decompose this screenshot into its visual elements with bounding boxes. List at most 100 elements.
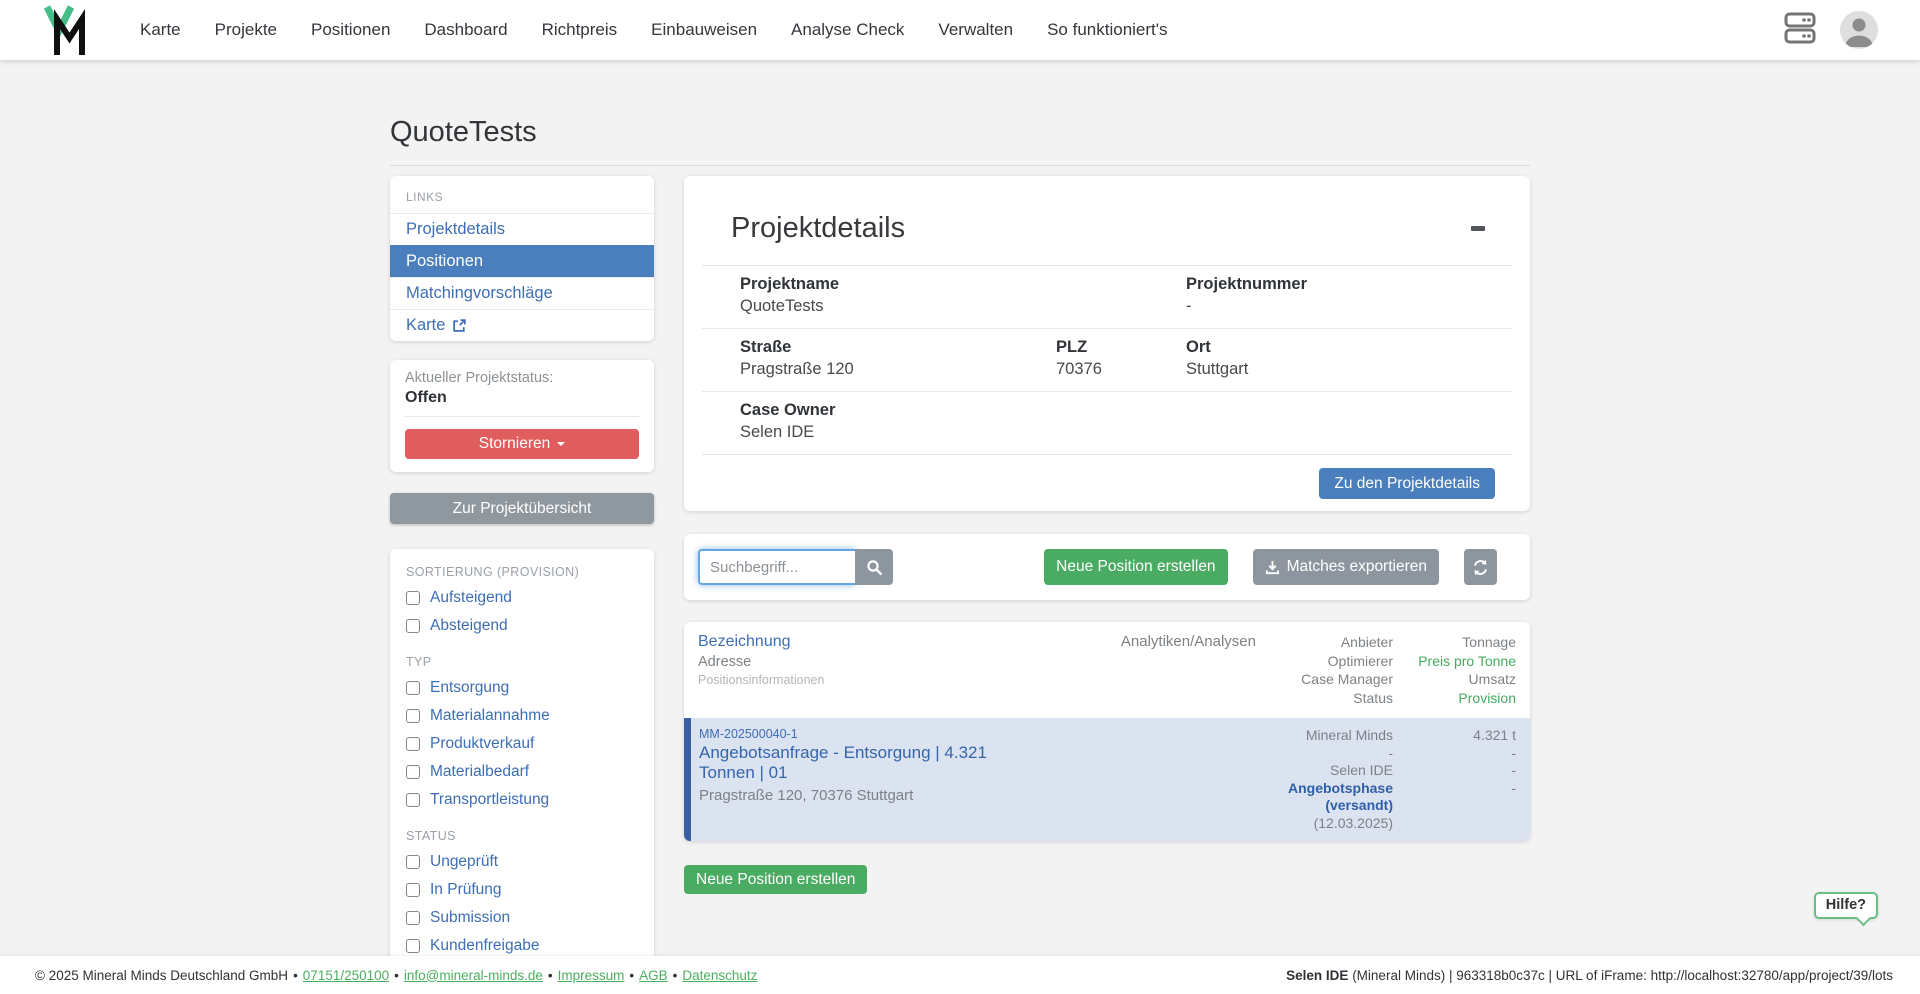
- checkbox-icon[interactable]: [406, 737, 420, 751]
- neue-position-erstellen-bottom-button[interactable]: Neue Position erstellen: [684, 865, 868, 894]
- field-ort: Ort Stuttgart: [1186, 338, 1512, 379]
- filter-label: Produktverkauf: [430, 735, 535, 752]
- filter-label: Ungeprüft: [430, 853, 499, 870]
- nav-item-richtpreis[interactable]: Richtpreis: [541, 20, 618, 39]
- nav-item-analyse-check[interactable]: Analyse Check: [791, 20, 905, 39]
- agb-link[interactable]: AGB: [639, 967, 668, 983]
- refresh-button[interactable]: [1464, 549, 1497, 585]
- minus-icon[interactable]: [1471, 226, 1485, 231]
- projektdetails-title: Projektdetails: [731, 212, 906, 244]
- status-section-label: STATUS: [406, 829, 456, 843]
- session-user: Selen IDE: [1286, 967, 1349, 983]
- filter-entsorgung[interactable]: Entsorgung: [406, 679, 638, 697]
- main-nav: Karte Projekte Positionen Dashboard Rich…: [140, 20, 1168, 40]
- checkbox-icon[interactable]: [406, 765, 420, 779]
- checkbox-icon[interactable]: [406, 591, 420, 605]
- sidebar-item-projektdetails[interactable]: Projektdetails: [390, 213, 654, 245]
- nav-item-verwalten[interactable]: Verwalten: [938, 20, 1014, 39]
- server-stack-icon[interactable]: [1784, 10, 1816, 51]
- filter-absteigend[interactable]: Absteigend: [406, 617, 638, 635]
- projektdetails-card: Projektdetails Projektname QuoteTests Pr…: [684, 176, 1530, 511]
- matches-exportieren-button[interactable]: Matches exportieren: [1252, 549, 1439, 585]
- header-provision: Provision: [1458, 689, 1516, 706]
- positions-table-card: Bezeichnung Adresse Positionsinformation…: [684, 622, 1530, 841]
- search-button[interactable]: [855, 549, 893, 585]
- filter-label: Entsorgung: [430, 679, 510, 696]
- filter-aufsteigend[interactable]: Aufsteigend: [406, 589, 638, 607]
- row-anbieter: Mineral Minds: [1305, 727, 1393, 743]
- neue-position-erstellen-button[interactable]: Neue Position erstellen: [1044, 549, 1228, 585]
- checkbox-icon[interactable]: [406, 911, 420, 925]
- search-input[interactable]: [698, 549, 855, 585]
- row-col-bezeichnung: MM-202500040-1 Angebotsanfrage - Entsorg…: [699, 727, 1016, 832]
- position-title-link[interactable]: Angebotsanfrage - Entsorgung | 4.321 Ton…: [699, 743, 987, 782]
- toolbar-card: Neue Position erstellen Matches exportie…: [684, 534, 1530, 600]
- field-strasse: Straße Pragstraße 120: [740, 338, 1056, 379]
- field-projektname: Projektname QuoteTests: [740, 275, 1186, 316]
- nav-item-projekte[interactable]: Projekte: [214, 20, 278, 39]
- filter-label: Materialannahme: [430, 707, 550, 724]
- row-preis-pro-tonne: -: [1511, 744, 1516, 761]
- row-status: Angebotsphase: [1287, 779, 1393, 796]
- header-umsatz: Umsatz: [1468, 671, 1516, 687]
- hilfe-button[interactable]: Hilfe?: [1813, 892, 1878, 919]
- nav-item-dashboard[interactable]: Dashboard: [424, 20, 508, 39]
- project-status-label: Aktueller Projektstatus:: [405, 370, 554, 386]
- filter-produktverkauf[interactable]: Produktverkauf: [406, 735, 638, 753]
- field-value: Pragstraße 120: [740, 360, 854, 378]
- row-col-parties: Mineral Minds - Selen IDE Angebotsphase …: [1256, 727, 1393, 832]
- field-label: Ort: [1186, 338, 1211, 356]
- filter-label: Materialbedarf: [430, 763, 530, 780]
- impressum-link[interactable]: Impressum: [557, 967, 625, 983]
- sidebar-item-karte[interactable]: Karte: [390, 309, 654, 341]
- phone-link[interactable]: 07151/250100: [302, 967, 390, 983]
- table-row[interactable]: MM-202500040-1 Angebotsanfrage - Entsorg…: [684, 718, 1530, 841]
- header-col-analytiken: Analytiken/Analysen: [1016, 633, 1256, 707]
- zur-projektuebersicht-button[interactable]: Zur Projektübersicht: [390, 493, 654, 524]
- magnifier-icon: [866, 559, 883, 576]
- header-bezeichnung[interactable]: Bezeichnung: [698, 633, 791, 650]
- email-link[interactable]: info@mineral-minds.de: [403, 967, 543, 983]
- sidebar-item-label: Projektdetails: [406, 220, 506, 238]
- filter-submission[interactable]: Submission: [406, 909, 638, 927]
- filter-materialbedarf[interactable]: Materialbedarf: [406, 763, 638, 781]
- row-case-manager: Selen IDE: [1329, 762, 1393, 778]
- nav-item-karte[interactable]: Karte: [140, 20, 181, 39]
- stornieren-button[interactable]: Stornieren: [405, 429, 639, 459]
- header-positionsinformationen: Positionsinformationen: [698, 673, 825, 687]
- checkbox-icon[interactable]: [406, 939, 420, 953]
- nav-item-so-funktionierts[interactable]: So funktioniert's: [1047, 20, 1168, 39]
- field-value: 70376: [1056, 360, 1102, 378]
- checkbox-icon[interactable]: [406, 855, 420, 869]
- row-status-detail: (versandt): [1325, 797, 1393, 813]
- refresh-icon: [1472, 559, 1489, 576]
- nav-item-einbauweisen[interactable]: Einbauweisen: [651, 20, 758, 39]
- mineral-minds-logo-icon[interactable]: [44, 5, 90, 55]
- avatar-icon[interactable]: [1840, 11, 1878, 49]
- filter-materialannahme[interactable]: Materialannahme: [406, 707, 638, 725]
- matches-exportieren-label: Matches exportieren: [1286, 558, 1427, 575]
- filter-in-pruefung[interactable]: In Prüfung: [406, 881, 638, 899]
- checkbox-icon[interactable]: [406, 883, 420, 897]
- checkbox-icon[interactable]: [406, 619, 420, 633]
- filter-ungeprueft[interactable]: Ungeprüft: [406, 853, 638, 871]
- sidebar-item-positionen[interactable]: Positionen: [390, 245, 654, 277]
- datenschutz-link[interactable]: Datenschutz: [682, 967, 758, 983]
- sidebar: LINKS Projektdetails Positionen Matching…: [390, 176, 654, 956]
- checkbox-icon[interactable]: [406, 793, 420, 807]
- filter-kundenfreigabe[interactable]: Kundenfreigabe: [406, 937, 638, 955]
- footer-left: © 2025 Mineral Minds Deutschland GmbH • …: [35, 968, 757, 983]
- zu-den-projektdetails-button[interactable]: Zu den Projektdetails: [1319, 468, 1495, 499]
- sidebar-item-label: Karte: [406, 316, 446, 334]
- nav-item-positionen[interactable]: Positionen: [311, 20, 391, 39]
- sidebar-item-matchingvorschlaege[interactable]: Matchingvorschläge: [390, 277, 654, 309]
- links-card: LINKS Projektdetails Positionen Matching…: [390, 176, 654, 341]
- search-group: [698, 549, 893, 585]
- checkbox-icon[interactable]: [406, 681, 420, 695]
- session-details: (Mineral Minds) | 963318b0c37c | URL of …: [1348, 967, 1893, 983]
- checkbox-icon[interactable]: [406, 709, 420, 723]
- row-optimierer: -: [1388, 744, 1393, 761]
- filter-label: In Prüfung: [430, 881, 502, 898]
- row-col-numbers: 4.321 t - - -: [1393, 727, 1516, 832]
- filter-transportleistung[interactable]: Transportleistung: [406, 791, 638, 809]
